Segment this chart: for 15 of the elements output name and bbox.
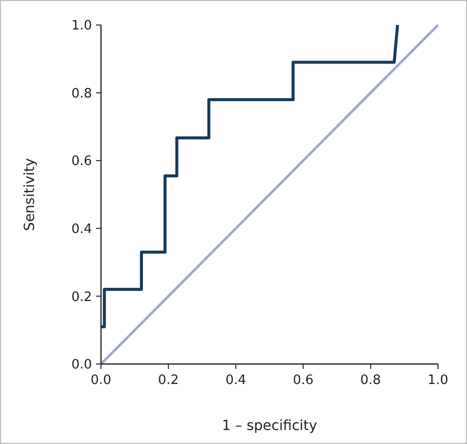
x-tick-label: 0.6 (292, 373, 314, 388)
y-tick-label: 0.0 (71, 358, 92, 373)
x-axis-title: 1 – specificity (222, 418, 318, 434)
y-tick-label: 0.4 (71, 222, 92, 237)
x-tick-label: 0.0 (90, 373, 112, 388)
x-tick-label: 0.2 (158, 373, 179, 388)
y-tick-label: 0.8 (71, 86, 92, 102)
x-tick-label: 1.0 (428, 373, 448, 388)
x-tick-label: 0.8 (360, 373, 381, 388)
y-tick-label: 0.2 (71, 290, 92, 305)
y-axis-title: Sensitivity (22, 158, 38, 231)
y-tick-label: 0.6 (71, 154, 92, 170)
line-series (100, 24, 400, 328)
y-tick-label: 1.0 (71, 18, 92, 34)
x-tick-label: 0.4 (225, 373, 246, 388)
